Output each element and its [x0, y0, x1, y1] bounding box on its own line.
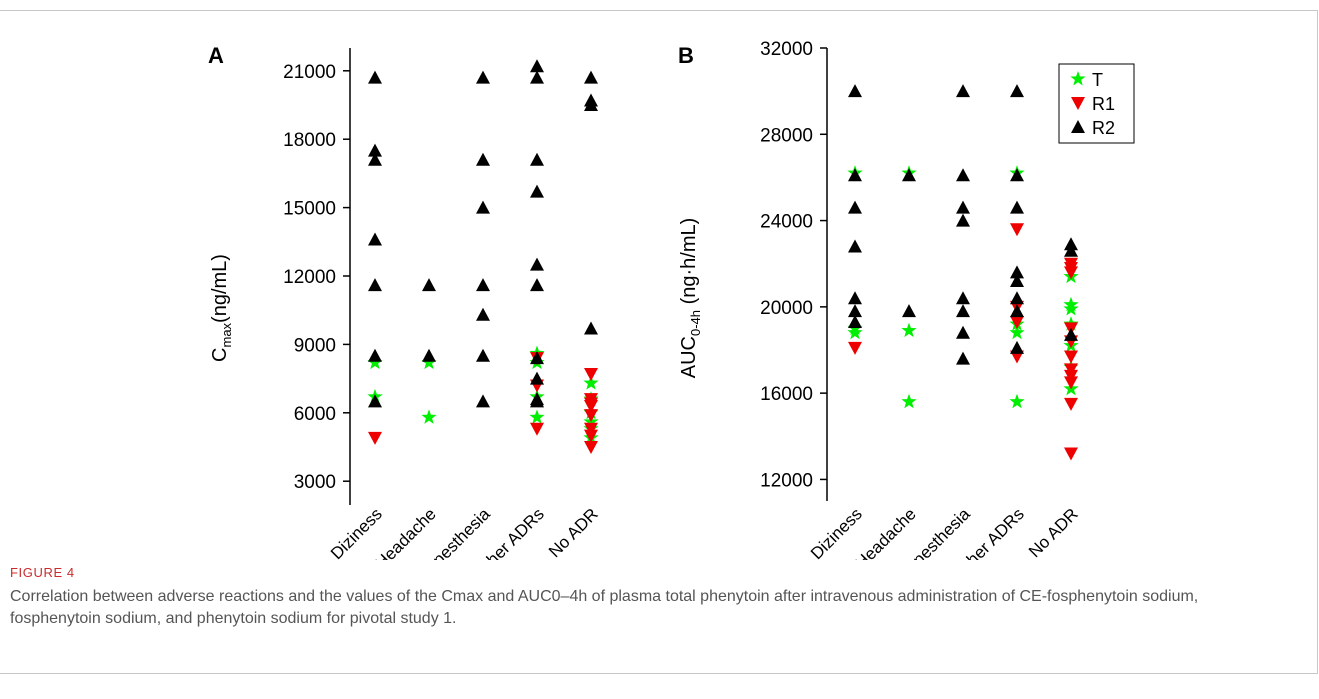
figure-frame	[0, 10, 1318, 674]
data-point-r2	[476, 278, 490, 292]
data-point-r2	[848, 291, 862, 305]
data-point-r2	[530, 278, 544, 292]
data-point-r2	[956, 168, 970, 182]
data-point-r2	[530, 59, 544, 73]
data-point-r1	[1064, 350, 1078, 364]
data-point-r2	[956, 325, 970, 339]
y-tick-label: 21000	[283, 62, 336, 83]
data-point-r2	[848, 168, 862, 182]
data-point-t	[1009, 393, 1025, 409]
x-category-label: Headache	[852, 504, 920, 560]
y-tick-label: 20000	[760, 298, 813, 319]
data-point-r1	[1064, 266, 1078, 280]
data-point-t	[421, 409, 437, 424]
x-category-label: No ADR	[545, 504, 602, 560]
data-point-r1	[848, 341, 862, 355]
figure-svg: A Cmax(ng/mL) 3000 6000 9000 12000 15000 1800…	[208, 39, 1135, 560]
data-point-r2	[476, 394, 490, 408]
data-point-r2	[1010, 291, 1024, 305]
y-tick-label: 12000	[283, 267, 336, 288]
data-point-r2	[848, 84, 862, 98]
legend-label-t: T	[1092, 70, 1103, 90]
y-tick-label: 24000	[760, 212, 813, 233]
panel-b: B AUC0-4h (ng·h/mL) 12000 16000 20000 24000…	[678, 39, 1135, 560]
data-point-r2	[956, 84, 970, 98]
legend: T R1 R2	[1058, 63, 1135, 144]
data-point-r2	[956, 351, 970, 365]
x-category-label: Headache	[372, 504, 440, 560]
data-point-r1	[368, 431, 382, 445]
data-point-r2	[956, 200, 970, 214]
data-point-r2	[902, 304, 916, 318]
data-point-r2	[422, 348, 436, 362]
data-point-r2	[368, 348, 382, 362]
data-point-r2	[1010, 168, 1024, 182]
data-point-r2	[956, 304, 970, 318]
data-point-r2	[848, 239, 862, 253]
data-point-r2	[530, 257, 544, 271]
data-point-r2	[584, 321, 598, 335]
data-point-r1	[584, 368, 598, 382]
panel-letter-a: A	[208, 43, 224, 68]
data-point-r2	[368, 278, 382, 292]
data-point-r2	[476, 200, 490, 214]
x-category-label: No ADR	[1025, 504, 1082, 560]
data-point-r1	[1064, 397, 1078, 411]
figure-caption-block: FIGURE 4 Correlation between adverse rea…	[10, 565, 1290, 630]
x-category-label: Diziness	[807, 504, 866, 560]
data-point-r2	[530, 371, 544, 385]
data-point-r1	[584, 441, 598, 454]
data-point-r2	[1010, 304, 1024, 318]
data-point-t	[901, 393, 917, 409]
data-point-r2	[848, 200, 862, 214]
data-point-r2	[476, 307, 490, 321]
y-tick-label: 18000	[283, 130, 336, 151]
y-tick-label: 6000	[294, 404, 336, 425]
data-point-r2	[1010, 340, 1024, 354]
figure-caption: Correlation between adverse reactions an…	[10, 588, 1199, 627]
data-point-r2	[422, 278, 436, 292]
data-point-r2	[476, 70, 490, 84]
data-point-r1	[1064, 447, 1078, 461]
data-point-r2	[902, 168, 916, 182]
panel-letter-b: B	[678, 43, 694, 68]
data-point-r2	[1010, 84, 1024, 98]
data-point-r2	[584, 70, 598, 84]
data-point-t	[901, 322, 917, 338]
data-point-r2	[476, 152, 490, 166]
y-tick-label: 16000	[760, 384, 813, 405]
data-point-r2	[1064, 327, 1078, 341]
y-tick-label: 32000	[760, 39, 813, 60]
y-tick-label: 15000	[283, 199, 336, 220]
data-point-r2	[476, 348, 490, 362]
data-points-b	[847, 84, 1079, 461]
data-point-t	[529, 409, 545, 424]
legend-label-r2: R2	[1092, 118, 1115, 138]
data-point-r1	[530, 422, 544, 436]
y-ticks-a: 3000 6000 9000 12000 15000 18000 21000	[283, 62, 350, 493]
y-tick-label: 9000	[294, 335, 336, 356]
y-tick-label: 28000	[760, 125, 813, 146]
data-points-a	[367, 59, 599, 454]
data-point-r2	[1010, 200, 1024, 214]
y-tick-label: 3000	[294, 472, 336, 493]
panel-a: A Cmax(ng/mL) 3000 6000 9000 12000 15000 1800…	[208, 43, 602, 560]
figure-label: FIGURE 4	[10, 565, 75, 580]
data-point-r2	[956, 213, 970, 227]
data-point-r2	[368, 232, 382, 246]
x-category-label: Diziness	[327, 504, 386, 560]
y-ticks-b: 12000 16000 20000 24000 28000 32000	[760, 39, 827, 491]
data-point-r2	[530, 152, 544, 166]
legend-label-r1: R1	[1092, 94, 1115, 114]
data-point-r2	[368, 70, 382, 84]
data-point-r2	[530, 184, 544, 198]
data-point-r2	[530, 70, 544, 84]
y-axis-title-a: Cmax(ng/mL)	[209, 254, 234, 362]
data-point-r2	[956, 291, 970, 305]
y-axis-title-b: AUC0-4h (ng·h/mL)	[678, 218, 703, 379]
y-tick-label: 12000	[760, 470, 813, 491]
data-point-r1	[1010, 223, 1024, 237]
